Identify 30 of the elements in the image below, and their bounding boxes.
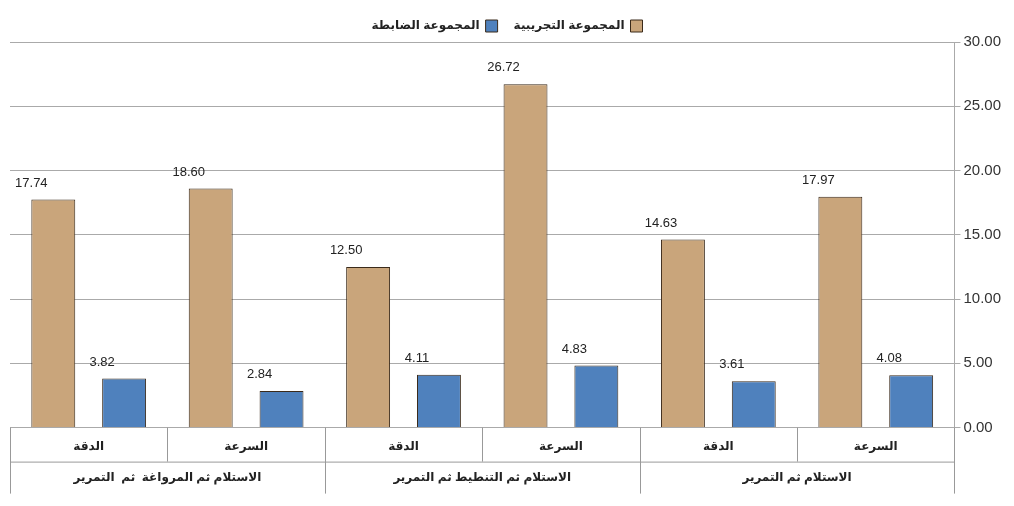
x-tick-label: الدقة [388,439,419,454]
y-tick-label: 30.00 [963,32,1002,50]
text: الاستلام ثم التنطيط ثم التمرير [392,469,572,485]
y-tick-label: 10.00 [963,289,1002,307]
legend-label: المجموعة التجريبية [513,18,625,34]
data-label: 4.83 [561,340,588,356]
data-label: 4.08 [876,350,902,366]
y-tick-label: 20.00 [963,160,1002,178]
data-label: 17.74 [15,174,48,190]
y-tick-label: 0.00 [963,417,993,435]
data-label: 3.82 [89,353,115,369]
x-tick-label: السرعة [539,439,583,454]
legend-label: المجموعة الضابطة [371,18,480,34]
data-label: 4.11 [404,349,430,365]
y-tick-label: 15.00 [963,224,1002,242]
text: الاستلام ثم المرواغة ثم التمرير [72,469,262,485]
x-tick-label: الدقة [703,439,734,454]
y-tick-label: 5.00 [963,353,993,371]
data-label: 2.84 [246,366,273,382]
text: الاستلام ثم التمرير [741,469,852,485]
data-label: 26.72 [487,59,520,75]
data-label: 18.60 [172,163,206,179]
x-tick-label: السرعة [853,439,898,454]
data-label: 3.61 [719,356,745,372]
data-label: 12.50 [329,242,363,258]
x-tick-label: السرعة [224,439,269,454]
data-label: 14.63 [644,214,678,230]
x-tick-label: الدقة [73,439,105,454]
y-tick-label: 25.00 [963,96,1002,114]
data-label: 17.97 [802,171,835,187]
